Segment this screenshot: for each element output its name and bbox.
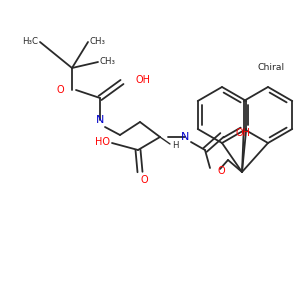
Text: N: N [181,132,189,142]
Text: O: O [217,166,225,176]
Text: CH₃: CH₃ [100,58,116,67]
Text: H₃C: H₃C [22,38,38,46]
Text: CH₃: CH₃ [90,38,106,46]
Text: OH: OH [236,128,251,138]
Text: H: H [172,140,178,149]
Text: O: O [140,175,148,185]
Text: HO: HO [95,137,110,147]
Text: Chiral: Chiral [258,64,285,73]
Text: OH: OH [136,75,151,85]
Text: O: O [56,85,64,95]
Text: N: N [96,115,104,125]
